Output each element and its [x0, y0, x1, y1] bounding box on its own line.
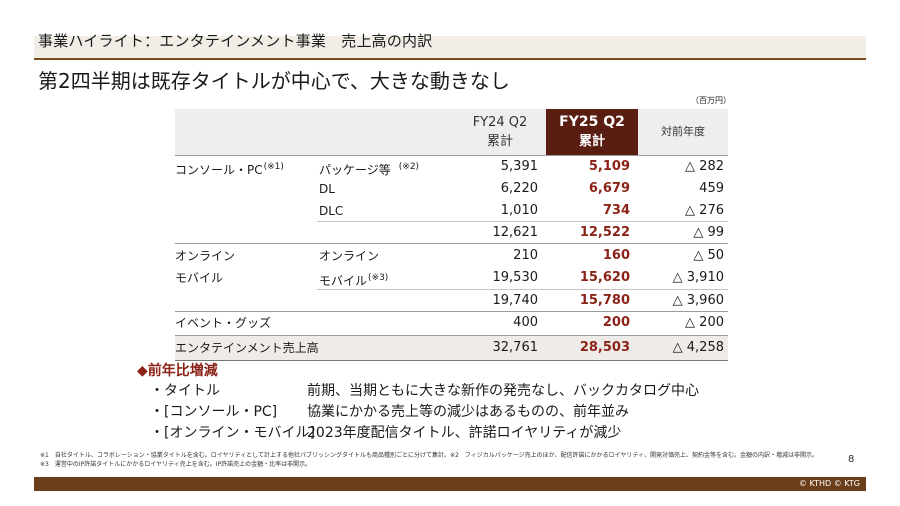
- fy25-value: 12,522: [579, 225, 630, 240]
- group-online: オンライン: [175, 249, 236, 263]
- separator: [175, 155, 728, 156]
- separator: [175, 335, 728, 336]
- fy25-value: 734: [602, 203, 630, 218]
- row-label: オンライン: [319, 249, 380, 263]
- header-rule: [34, 58, 866, 60]
- yoy-value: △ 282: [685, 159, 724, 174]
- col-fy24-label: FY24 Q2: [472, 115, 528, 130]
- fy25-value: 160: [602, 248, 630, 263]
- bullet-value: 前期、当期ともに大きな新作の発売なし、バックカタログ中心: [307, 383, 699, 399]
- page-headline: 第2四半期は既存タイトルが中心で、大きな動きなし: [38, 69, 510, 93]
- row-label: DLC: [319, 204, 344, 218]
- bullet-value: 2023年度配信タイトル、許諾ロイヤリティが減少: [307, 425, 622, 441]
- yoy-value: △ 99: [693, 225, 724, 240]
- col-fy25-label: FY25 Q2: [559, 114, 625, 130]
- unit-label: （百万円）: [691, 96, 731, 105]
- section-title: 事業ハイライト：エンタテインメント事業 売上高の内訳: [38, 32, 433, 50]
- separator: [317, 221, 728, 222]
- bullet-key: ・[コンソール・PC]: [150, 404, 278, 420]
- fy25-value: 6,679: [588, 181, 630, 196]
- fy24-value: 19,740: [492, 293, 539, 308]
- col-fy24-sublabel: 累計: [486, 134, 513, 149]
- yoy-value: △ 3,910: [672, 270, 724, 285]
- fy24-value: 400: [513, 315, 538, 330]
- copyright: © KTHD © KTG: [798, 479, 860, 488]
- yoy-value: △ 200: [685, 315, 724, 330]
- group-total: エンタテインメント売上高: [175, 341, 319, 355]
- fy25-value: 200: [602, 315, 630, 330]
- fy24-value: 19,530: [492, 270, 539, 285]
- separator: [175, 360, 728, 361]
- row-label: DL: [319, 182, 335, 196]
- fy25-value: 5,109: [588, 159, 630, 174]
- col-fy25-sublabel: 累計: [578, 134, 605, 149]
- group-mobile: モバイル: [175, 271, 224, 285]
- bullet-key: ・[オンライン・モバイル]: [150, 425, 315, 441]
- header-band: [34, 36, 866, 58]
- yoy-value: 459: [699, 181, 724, 196]
- bullet-key: ・タイトル: [150, 383, 220, 399]
- col-yoy-label: 対前年度: [661, 125, 705, 138]
- yoy-value: △ 3,960: [672, 293, 724, 308]
- group-events-goods: イベント・グッズ: [175, 316, 272, 330]
- page-number: 8: [848, 454, 855, 465]
- footnote-line: ※1 自社タイトル、コラボレーション・協業タイトルを含む。ロイヤリティとして計上…: [40, 452, 818, 459]
- fy24-value: 210: [513, 248, 538, 263]
- separator: [175, 243, 728, 244]
- fy24-value: 32,761: [492, 340, 539, 355]
- row-label: パッケージ等 (※2): [319, 162, 420, 177]
- yoy-value: △ 276: [685, 203, 724, 218]
- sales-breakdown-table: FY24 Q2 累計 FY25 Q2 累計 対前年度 コンソール・PC(※1) …: [175, 109, 728, 361]
- footer-band: [34, 477, 866, 491]
- yoy-change-heading: ◆前年比増減: [137, 363, 218, 379]
- fy25-value: 15,620: [579, 270, 630, 285]
- group-console-pc: コンソール・PC(※1): [175, 162, 284, 177]
- separator: [175, 311, 728, 312]
- fy25-header-bg: [546, 109, 638, 155]
- fy24-value: 12,621: [492, 225, 539, 240]
- fy25-value: 15,780: [579, 293, 630, 308]
- fy24-value: 6,220: [500, 181, 538, 196]
- yoy-value: △ 50: [693, 248, 724, 263]
- footnote-line: ※3 運営中のIP許諾タイトルにかかるロイヤリティ売上を含む。IP許諾売上の金額…: [40, 461, 312, 468]
- total-row-bg: [175, 335, 728, 360]
- fy25-value: 28,503: [579, 340, 630, 355]
- fy24-value: 1,010: [500, 203, 538, 218]
- fy24-value: 5,391: [500, 159, 538, 174]
- separator: [317, 289, 728, 290]
- yoy-value: △ 4,258: [672, 340, 724, 355]
- row-label: モバイル(※3): [319, 273, 389, 288]
- footnotes: ※1 自社タイトル、コラボレーション・協業タイトルを含む。ロイヤリティとして計上…: [40, 451, 860, 469]
- bullet-value: 協業にかかる売上等の減少はあるものの、前年並み: [307, 404, 629, 420]
